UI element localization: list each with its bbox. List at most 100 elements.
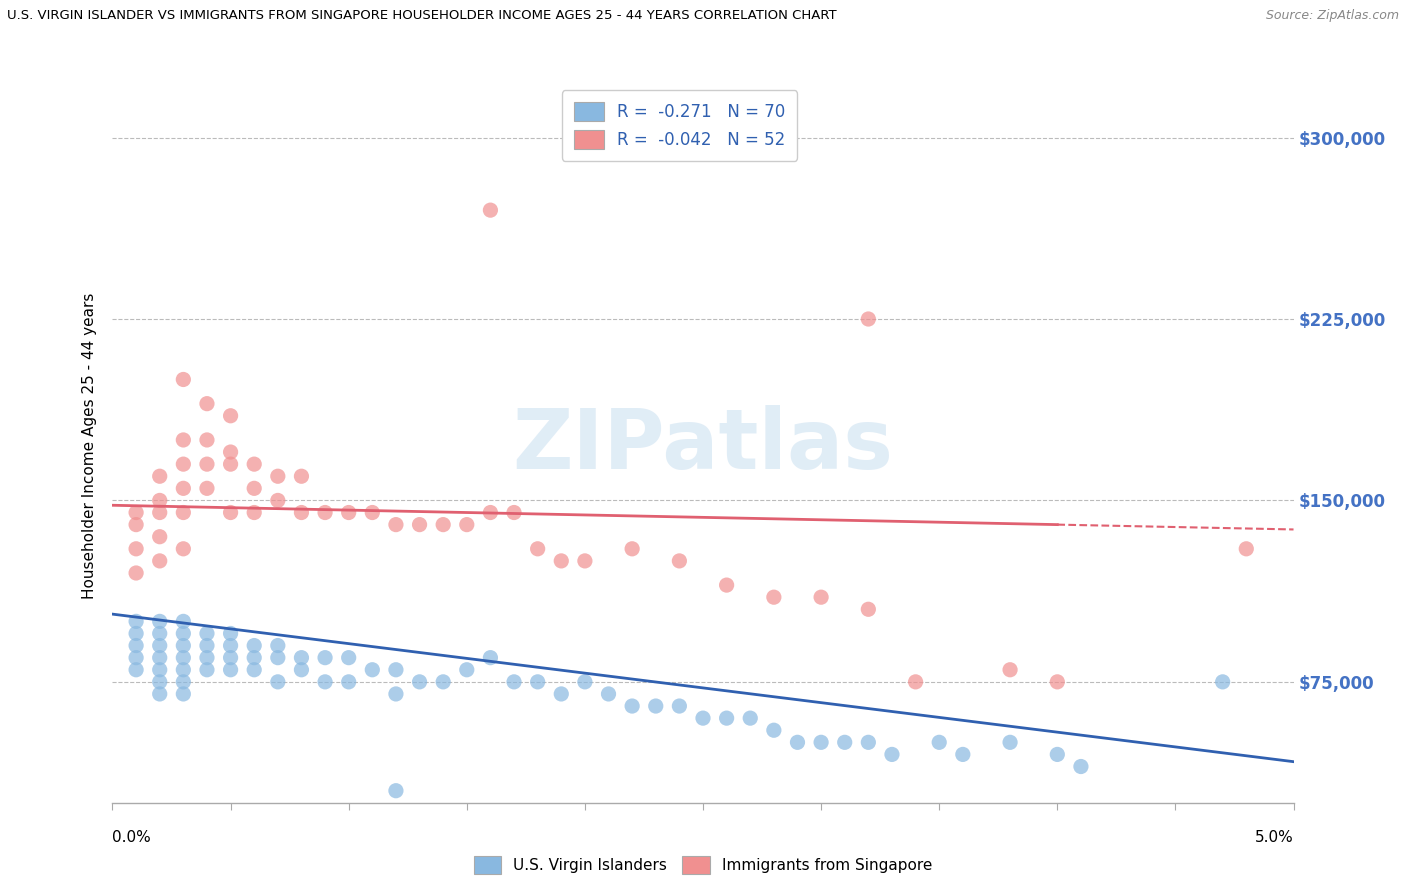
Point	[314, 506, 336, 520]
Point	[149, 626, 172, 640]
Point	[928, 735, 950, 749]
Point	[149, 554, 172, 568]
Point	[786, 735, 808, 749]
Point	[432, 674, 454, 689]
Point	[219, 650, 242, 665]
Point	[267, 650, 290, 665]
Point	[526, 541, 548, 556]
Text: 0.0%: 0.0%	[112, 830, 152, 845]
Text: U.S. VIRGIN ISLANDER VS IMMIGRANTS FROM SINGAPORE HOUSEHOLDER INCOME AGES 25 - 4: U.S. VIRGIN ISLANDER VS IMMIGRANTS FROM …	[7, 9, 837, 22]
Point	[172, 663, 194, 677]
Point	[432, 517, 454, 532]
Point	[195, 626, 218, 640]
Point	[314, 674, 336, 689]
Point	[1212, 674, 1234, 689]
Point	[149, 506, 172, 520]
Point	[337, 506, 360, 520]
Point	[267, 639, 290, 653]
Text: ZIPatlas: ZIPatlas	[513, 406, 893, 486]
Point	[858, 602, 880, 616]
Point	[408, 674, 430, 689]
Point	[149, 674, 172, 689]
Point	[290, 663, 312, 677]
Point	[172, 457, 194, 471]
Point	[125, 566, 148, 580]
Point	[195, 481, 218, 495]
Point	[219, 409, 242, 423]
Point	[810, 590, 832, 604]
Point	[385, 663, 408, 677]
Point	[858, 312, 880, 326]
Point	[834, 735, 856, 749]
Point	[858, 735, 880, 749]
Point	[243, 639, 266, 653]
Point	[574, 674, 596, 689]
Point	[149, 469, 172, 483]
Point	[810, 735, 832, 749]
Text: Source: ZipAtlas.com: Source: ZipAtlas.com	[1265, 9, 1399, 22]
Point	[172, 541, 194, 556]
Point	[219, 626, 242, 640]
Point	[172, 650, 194, 665]
Point	[479, 650, 502, 665]
Point	[125, 639, 148, 653]
Point	[385, 783, 408, 797]
Point	[219, 663, 242, 677]
Point	[1046, 747, 1069, 762]
Point	[621, 541, 644, 556]
Point	[668, 554, 690, 568]
Point	[880, 747, 903, 762]
Point	[716, 578, 738, 592]
Point	[243, 481, 266, 495]
Point	[219, 445, 242, 459]
Point	[550, 687, 572, 701]
Text: 5.0%: 5.0%	[1254, 830, 1294, 845]
Point	[668, 699, 690, 714]
Point	[762, 590, 785, 604]
Point	[716, 711, 738, 725]
Point	[998, 663, 1021, 677]
Point	[125, 506, 148, 520]
Point	[1234, 541, 1257, 556]
Point	[1046, 674, 1069, 689]
Point	[125, 541, 148, 556]
Point	[125, 626, 148, 640]
Point	[195, 397, 218, 411]
Point	[692, 711, 714, 725]
Point	[290, 650, 312, 665]
Point	[195, 650, 218, 665]
Point	[149, 493, 172, 508]
Point	[172, 506, 194, 520]
Legend: U.S. Virgin Islanders, Immigrants from Singapore: U.S. Virgin Islanders, Immigrants from S…	[467, 850, 939, 880]
Point	[149, 650, 172, 665]
Point	[125, 615, 148, 629]
Point	[361, 663, 384, 677]
Point	[385, 687, 408, 701]
Point	[195, 457, 218, 471]
Point	[621, 699, 644, 714]
Point	[290, 506, 312, 520]
Point	[125, 663, 148, 677]
Point	[172, 639, 194, 653]
Point	[267, 469, 290, 483]
Point	[172, 626, 194, 640]
Point	[479, 203, 502, 218]
Point	[337, 674, 360, 689]
Point	[952, 747, 974, 762]
Point	[243, 663, 266, 677]
Point	[195, 639, 218, 653]
Point	[314, 650, 336, 665]
Point	[598, 687, 620, 701]
Point	[172, 433, 194, 447]
Point	[337, 650, 360, 665]
Point	[172, 687, 194, 701]
Point	[385, 517, 408, 532]
Point	[243, 457, 266, 471]
Point	[172, 615, 194, 629]
Point	[550, 554, 572, 568]
Point	[149, 639, 172, 653]
Point	[408, 517, 430, 532]
Point	[290, 469, 312, 483]
Point	[125, 650, 148, 665]
Point	[526, 674, 548, 689]
